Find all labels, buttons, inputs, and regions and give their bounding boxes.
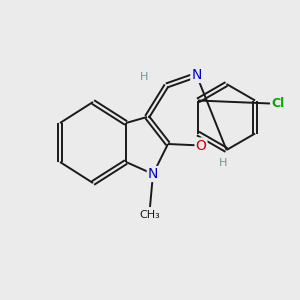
Text: Cl: Cl xyxy=(272,97,285,110)
Text: CH₃: CH₃ xyxy=(140,210,160,220)
Text: N: N xyxy=(148,167,158,181)
Text: O: O xyxy=(196,139,206,152)
Text: N: N xyxy=(191,68,202,82)
Text: H: H xyxy=(140,71,148,82)
Text: H: H xyxy=(219,158,227,167)
